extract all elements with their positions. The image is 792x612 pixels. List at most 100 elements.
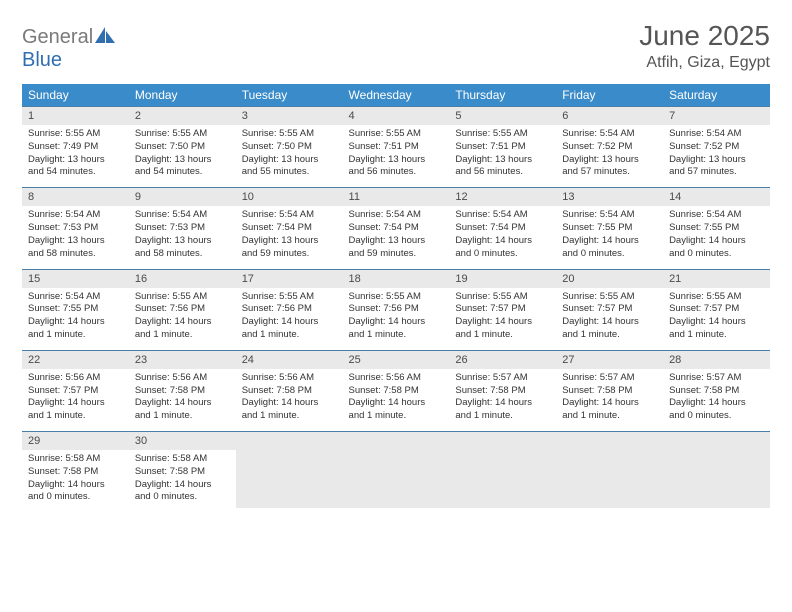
day-body: Sunrise: 5:55 AMSunset: 7:49 PMDaylight:… [22, 125, 129, 187]
brand-logo: General Blue [22, 20, 115, 72]
sunrise-line: Sunrise: 5:56 AM [28, 372, 123, 385]
calendar-body: 1Sunrise: 5:55 AMSunset: 7:49 PMDaylight… [22, 106, 770, 512]
day-header: Sunday [22, 84, 129, 106]
daylight-line: Daylight: 14 hours and 1 minute. [28, 397, 123, 423]
sunrise-line: Sunrise: 5:54 AM [455, 209, 550, 222]
day-number: 6 [556, 107, 663, 125]
day-number: 5 [449, 107, 556, 125]
calendar-cell: 22Sunrise: 5:56 AMSunset: 7:57 PMDayligh… [22, 350, 129, 431]
day-number: 23 [129, 351, 236, 369]
day-number [343, 432, 450, 450]
calendar-cell: 8Sunrise: 5:54 AMSunset: 7:53 PMDaylight… [22, 187, 129, 268]
day-body [449, 450, 556, 508]
day-number: 10 [236, 188, 343, 206]
daylight-line: Daylight: 13 hours and 58 minutes. [135, 235, 230, 261]
calendar-cell: 21Sunrise: 5:55 AMSunset: 7:57 PMDayligh… [663, 269, 770, 350]
daylight-line: Daylight: 14 hours and 0 minutes. [669, 397, 764, 423]
sunset-line: Sunset: 7:52 PM [669, 141, 764, 154]
daylight-line: Daylight: 13 hours and 54 minutes. [28, 154, 123, 180]
daylight-line: Daylight: 13 hours and 56 minutes. [455, 154, 550, 180]
day-body: Sunrise: 5:55 AMSunset: 7:56 PMDaylight:… [343, 288, 450, 350]
sunrise-line: Sunrise: 5:54 AM [562, 209, 657, 222]
day-number: 15 [22, 270, 129, 288]
day-body: Sunrise: 5:54 AMSunset: 7:52 PMDaylight:… [556, 125, 663, 187]
sunset-line: Sunset: 7:57 PM [669, 303, 764, 316]
calendar-cell [663, 431, 770, 512]
day-body: Sunrise: 5:56 AMSunset: 7:58 PMDaylight:… [236, 369, 343, 431]
daylight-line: Daylight: 13 hours and 55 minutes. [242, 154, 337, 180]
sunrise-line: Sunrise: 5:57 AM [669, 372, 764, 385]
sunrise-line: Sunrise: 5:54 AM [28, 291, 123, 304]
day-number: 19 [449, 270, 556, 288]
sunrise-line: Sunrise: 5:58 AM [135, 453, 230, 466]
calendar-cell: 12Sunrise: 5:54 AMSunset: 7:54 PMDayligh… [449, 187, 556, 268]
sunrise-line: Sunrise: 5:55 AM [349, 291, 444, 304]
calendar-cell: 5Sunrise: 5:55 AMSunset: 7:51 PMDaylight… [449, 106, 556, 187]
calendar-cell: 29Sunrise: 5:58 AMSunset: 7:58 PMDayligh… [22, 431, 129, 512]
calendar-page: General Blue June 2025 Atfih, Giza, Egyp… [0, 0, 792, 532]
calendar-cell: 6Sunrise: 5:54 AMSunset: 7:52 PMDaylight… [556, 106, 663, 187]
sunset-line: Sunset: 7:54 PM [455, 222, 550, 235]
daylight-line: Daylight: 14 hours and 1 minute. [562, 316, 657, 342]
day-number [236, 432, 343, 450]
sunrise-line: Sunrise: 5:55 AM [669, 291, 764, 304]
day-number: 11 [343, 188, 450, 206]
calendar-cell: 27Sunrise: 5:57 AMSunset: 7:58 PMDayligh… [556, 350, 663, 431]
calendar-week: 15Sunrise: 5:54 AMSunset: 7:55 PMDayligh… [22, 269, 770, 350]
sunset-line: Sunset: 7:51 PM [455, 141, 550, 154]
sunrise-line: Sunrise: 5:55 AM [135, 291, 230, 304]
calendar-cell: 26Sunrise: 5:57 AMSunset: 7:58 PMDayligh… [449, 350, 556, 431]
day-number: 3 [236, 107, 343, 125]
month-title: June 2025 [639, 20, 770, 52]
daylight-line: Daylight: 14 hours and 1 minute. [455, 316, 550, 342]
calendar-week: 1Sunrise: 5:55 AMSunset: 7:49 PMDaylight… [22, 106, 770, 187]
sunset-line: Sunset: 7:56 PM [135, 303, 230, 316]
calendar-cell [343, 431, 450, 512]
daylight-line: Daylight: 14 hours and 1 minute. [28, 316, 123, 342]
sunrise-line: Sunrise: 5:55 AM [242, 128, 337, 141]
sunset-line: Sunset: 7:58 PM [455, 385, 550, 398]
sunset-line: Sunset: 7:54 PM [242, 222, 337, 235]
day-number: 4 [343, 107, 450, 125]
day-number: 17 [236, 270, 343, 288]
day-header: Wednesday [343, 84, 450, 106]
calendar-cell: 17Sunrise: 5:55 AMSunset: 7:56 PMDayligh… [236, 269, 343, 350]
calendar-cell: 11Sunrise: 5:54 AMSunset: 7:54 PMDayligh… [343, 187, 450, 268]
day-header: Friday [556, 84, 663, 106]
daylight-line: Daylight: 14 hours and 1 minute. [349, 316, 444, 342]
day-body: Sunrise: 5:57 AMSunset: 7:58 PMDaylight:… [556, 369, 663, 431]
sunrise-line: Sunrise: 5:56 AM [242, 372, 337, 385]
sunset-line: Sunset: 7:55 PM [28, 303, 123, 316]
day-body: Sunrise: 5:54 AMSunset: 7:52 PMDaylight:… [663, 125, 770, 187]
day-number [449, 432, 556, 450]
day-header: Monday [129, 84, 236, 106]
sunrise-line: Sunrise: 5:54 AM [242, 209, 337, 222]
sunset-line: Sunset: 7:58 PM [669, 385, 764, 398]
sunset-line: Sunset: 7:50 PM [135, 141, 230, 154]
sunset-line: Sunset: 7:57 PM [455, 303, 550, 316]
calendar-cell [449, 431, 556, 512]
sunset-line: Sunset: 7:55 PM [669, 222, 764, 235]
sunrise-line: Sunrise: 5:56 AM [349, 372, 444, 385]
calendar-cell [556, 431, 663, 512]
calendar-cell: 3Sunrise: 5:55 AMSunset: 7:50 PMDaylight… [236, 106, 343, 187]
day-body: Sunrise: 5:55 AMSunset: 7:51 PMDaylight:… [343, 125, 450, 187]
sunrise-line: Sunrise: 5:54 AM [135, 209, 230, 222]
day-number: 20 [556, 270, 663, 288]
day-number: 29 [22, 432, 129, 450]
day-header: Saturday [663, 84, 770, 106]
day-body: Sunrise: 5:57 AMSunset: 7:58 PMDaylight:… [663, 369, 770, 431]
sunrise-line: Sunrise: 5:55 AM [135, 128, 230, 141]
day-header: Thursday [449, 84, 556, 106]
calendar-cell: 28Sunrise: 5:57 AMSunset: 7:58 PMDayligh… [663, 350, 770, 431]
daylight-line: Daylight: 14 hours and 1 minute. [349, 397, 444, 423]
day-body: Sunrise: 5:56 AMSunset: 7:58 PMDaylight:… [343, 369, 450, 431]
sunset-line: Sunset: 7:51 PM [349, 141, 444, 154]
day-number: 8 [22, 188, 129, 206]
calendar-cell: 20Sunrise: 5:55 AMSunset: 7:57 PMDayligh… [556, 269, 663, 350]
sail-icon [95, 27, 115, 43]
daylight-line: Daylight: 14 hours and 1 minute. [242, 316, 337, 342]
day-body: Sunrise: 5:55 AMSunset: 7:57 PMDaylight:… [556, 288, 663, 350]
day-body: Sunrise: 5:54 AMSunset: 7:55 PMDaylight:… [22, 288, 129, 350]
daylight-line: Daylight: 13 hours and 57 minutes. [562, 154, 657, 180]
